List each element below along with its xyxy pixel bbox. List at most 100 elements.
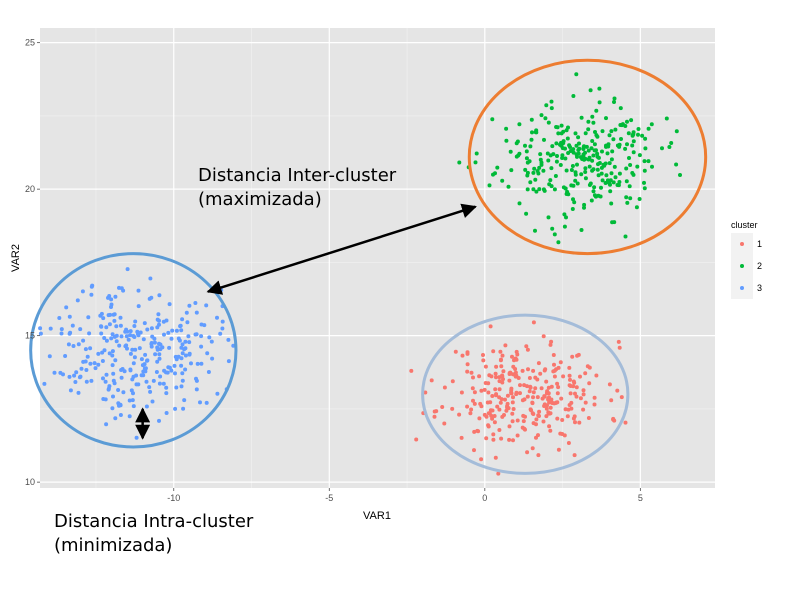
data-point-cluster-3 (48, 326, 53, 331)
data-point-cluster-1 (481, 353, 485, 357)
data-point-cluster-2 (534, 189, 539, 194)
data-point-cluster-2 (525, 170, 530, 175)
data-point-cluster-2 (625, 119, 629, 124)
data-point-cluster-3 (133, 347, 138, 352)
data-point-cluster-2 (593, 194, 598, 199)
data-point-cluster-2 (635, 164, 640, 169)
data-point-cluster-1 (539, 386, 544, 391)
data-point-cluster-1 (460, 353, 465, 358)
data-point-cluster-3 (153, 352, 158, 357)
data-point-cluster-1 (573, 391, 577, 396)
data-point-cluster-3 (78, 327, 83, 332)
data-point-cluster-1 (592, 402, 597, 407)
data-point-cluster-2 (560, 146, 565, 151)
data-point-cluster-2 (552, 232, 557, 237)
data-point-cluster-3 (76, 342, 81, 347)
data-point-cluster-2 (527, 159, 532, 164)
data-point-cluster-2 (583, 170, 588, 174)
data-point-cluster-3 (142, 366, 147, 371)
data-point-cluster-3 (220, 326, 225, 331)
data-point-cluster-1 (507, 437, 512, 442)
data-point-cluster-2 (646, 126, 651, 131)
data-point-cluster-2 (554, 125, 559, 129)
data-point-cluster-2 (569, 168, 574, 172)
data-point-cluster-2 (574, 143, 579, 148)
data-point-cluster-2 (569, 183, 574, 188)
data-point-cluster-1 (526, 367, 530, 372)
data-point-cluster-3 (81, 359, 86, 364)
data-point-cluster-1 (515, 352, 520, 357)
data-point-cluster-2 (549, 99, 554, 104)
data-point-cluster-2 (543, 116, 548, 121)
data-point-cluster-3 (127, 414, 132, 419)
data-point-cluster-3 (140, 363, 145, 368)
data-point-cluster-1 (507, 378, 512, 383)
data-point-cluster-3 (210, 356, 215, 361)
data-point-cluster-3 (169, 336, 174, 341)
data-point-cluster-3 (110, 363, 115, 368)
data-point-cluster-3 (136, 333, 141, 338)
data-point-cluster-1 (489, 413, 494, 418)
data-point-cluster-3 (183, 339, 188, 344)
data-point-cluster-2 (631, 172, 636, 177)
data-point-cluster-2 (529, 117, 534, 122)
data-point-cluster-1 (534, 435, 538, 440)
data-point-cluster-3 (128, 368, 133, 373)
data-point-cluster-1 (559, 396, 564, 401)
data-point-cluster-1 (578, 396, 583, 401)
data-point-cluster-3 (87, 331, 92, 336)
data-point-cluster-1 (465, 351, 470, 356)
data-point-cluster-2 (591, 153, 596, 158)
data-point-cluster-2 (595, 167, 600, 172)
data-point-cluster-2 (674, 162, 679, 167)
data-point-cluster-3 (183, 367, 188, 372)
legend: cluster 1 2 3 (731, 220, 762, 299)
data-point-cluster-1 (500, 374, 505, 379)
data-point-cluster-1 (521, 419, 526, 424)
data-point-cluster-3 (195, 361, 200, 366)
data-point-cluster-3 (155, 347, 160, 352)
data-point-cluster-3 (180, 351, 185, 356)
data-point-cluster-2 (601, 162, 606, 167)
x-axis-title: VAR1 (363, 510, 391, 522)
data-point-cluster-1 (581, 392, 586, 397)
legend-title: cluster (731, 220, 758, 230)
data-point-cluster-3 (180, 317, 185, 322)
data-point-cluster-3 (150, 399, 155, 404)
data-point-cluster-2 (579, 172, 584, 177)
data-point-cluster-1 (514, 392, 519, 397)
data-point-cluster-1 (472, 429, 477, 434)
data-point-cluster-2 (586, 148, 591, 153)
data-point-cluster-2 (553, 174, 558, 178)
data-point-cluster-2 (589, 198, 594, 203)
data-point-cluster-1 (531, 390, 536, 395)
data-points (38, 72, 682, 476)
data-point-cluster-1 (493, 387, 498, 392)
data-point-cluster-3 (101, 316, 106, 321)
data-point-cluster-1 (482, 412, 487, 417)
data-point-cluster-2 (524, 211, 529, 216)
data-point-cluster-2 (517, 122, 522, 127)
data-point-cluster-2 (660, 146, 664, 151)
data-point-cluster-3 (103, 397, 108, 402)
data-point-cluster-2 (631, 132, 636, 137)
data-point-cluster-2 (650, 164, 654, 169)
data-point-cluster-3 (120, 367, 125, 371)
cluster-3-circle (29, 252, 238, 449)
data-point-cluster-1 (572, 414, 577, 419)
data-point-cluster-3 (119, 334, 124, 339)
data-point-cluster-1 (518, 391, 522, 396)
data-point-cluster-1 (432, 414, 437, 419)
data-point-cluster-2 (642, 159, 647, 164)
data-point-cluster-2 (642, 186, 647, 191)
data-point-cluster-1 (497, 395, 502, 400)
data-point-cluster-2 (604, 116, 608, 121)
data-point-cluster-3 (155, 359, 160, 364)
data-point-cluster-2 (573, 178, 578, 183)
data-point-cluster-2 (559, 123, 564, 128)
data-point-cluster-2 (613, 175, 618, 180)
data-point-cluster-1 (577, 420, 582, 425)
data-point-cluster-2 (642, 168, 647, 173)
data-point-cluster-2 (575, 154, 579, 159)
data-point-cluster-3 (194, 376, 198, 381)
